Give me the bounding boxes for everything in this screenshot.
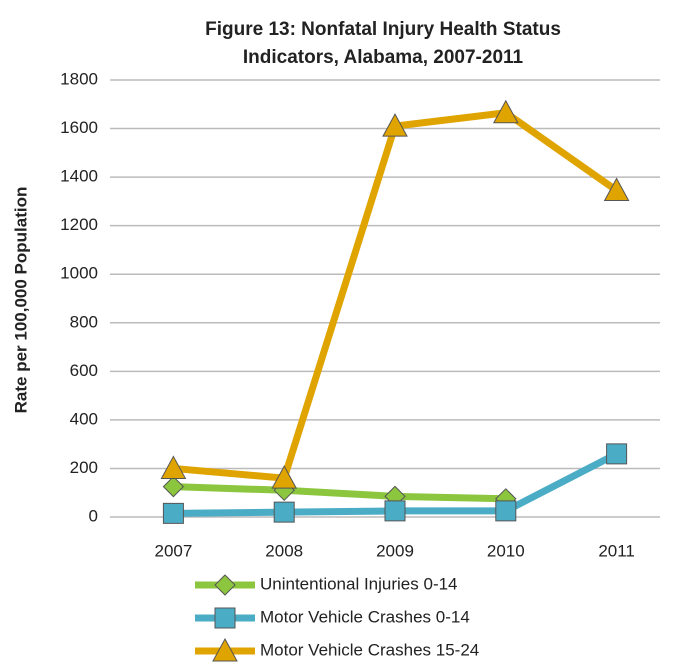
y-tick-label: 1800	[60, 69, 98, 88]
data-point	[492, 99, 519, 124]
data-point	[273, 501, 295, 523]
y-tick-label: 400	[70, 409, 98, 428]
data-point	[495, 500, 517, 522]
x-tick-label: 2010	[487, 541, 525, 560]
y-tick-label: 0	[89, 506, 98, 525]
y-axis-label: Rate per 100,000 Population	[11, 187, 30, 414]
data-point	[603, 177, 630, 201]
x-tick-label: 2007	[154, 541, 192, 560]
data-point	[160, 455, 187, 479]
data-point	[162, 475, 185, 498]
chart-title: Indicators, Alabama, 2007-2011	[243, 47, 524, 68]
legend-label: Motor Vehicle Crashes 15-24	[260, 640, 479, 659]
y-tick-label: 1400	[60, 167, 98, 186]
data-point	[271, 465, 298, 489]
y-tick-label: 1200	[60, 215, 98, 234]
x-tick-label: 2011	[598, 541, 635, 560]
series-line	[173, 483, 506, 503]
legend-label: Motor Vehicle Crashes 0-14	[260, 607, 470, 626]
data-point	[162, 502, 184, 524]
series-line	[173, 109, 619, 482]
data-point	[606, 443, 628, 465]
y-tick-label: 600	[70, 361, 98, 380]
legend-marker	[212, 637, 238, 662]
chart-title: Figure 13: Nonfatal Injury Health Status	[205, 19, 561, 40]
x-tick-label: 2008	[265, 541, 303, 560]
y-tick-label: 800	[70, 312, 98, 331]
y-tick-label: 1600	[60, 118, 98, 137]
x-tick-label: 2009	[376, 541, 414, 560]
legend-marker	[214, 574, 236, 596]
y-tick-label: 1000	[60, 264, 98, 283]
legend-marker	[214, 607, 236, 629]
legend-label: Unintentional Injuries 0-14	[260, 574, 458, 593]
y-tick-label: 200	[70, 458, 98, 477]
data-point	[384, 500, 406, 522]
data-point	[382, 113, 408, 137]
